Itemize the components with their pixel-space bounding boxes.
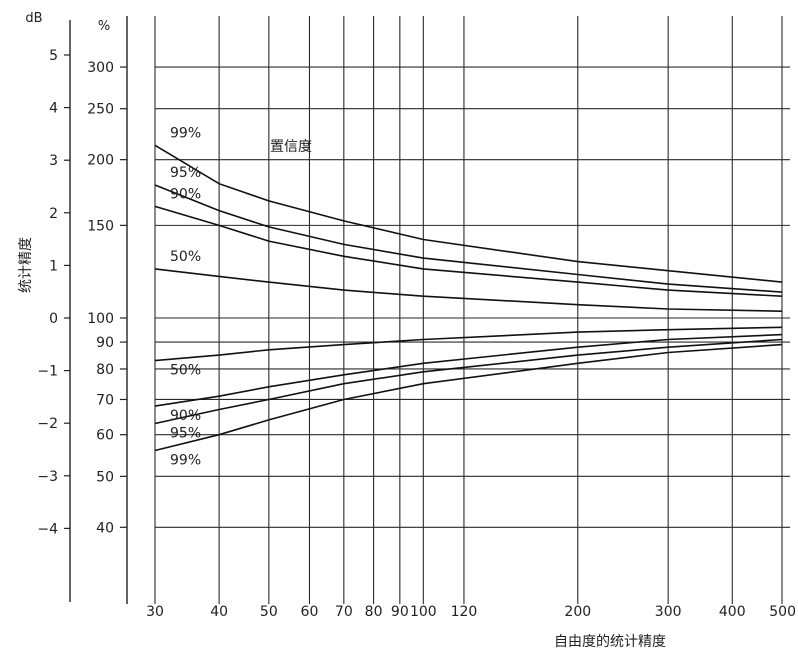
db-tick-label--1: −1 — [37, 364, 58, 380]
series-label-lower-95pct: 95% — [170, 426, 201, 442]
curve-lower-90pct — [154, 333, 783, 407]
curve-upper-90pct — [154, 205, 783, 297]
axes — [64, 16, 128, 604]
x-axis-label: 自由度的统计精度 — [554, 634, 666, 650]
x-tick-label-300: 300 — [655, 604, 682, 620]
curve-upper-95pct — [154, 184, 783, 293]
horizontal-gridlines — [155, 66, 790, 528]
series-label-lower-90pct: 90% — [170, 408, 201, 424]
vertical-gridlines — [154, 16, 783, 604]
percent-tick-label-60: 60 — [96, 428, 114, 444]
x-tick-label-90: 90 — [391, 604, 409, 620]
x-tick-label-200: 200 — [564, 604, 591, 620]
curve-upper-50pct — [154, 268, 783, 312]
x-tick-label-50: 50 — [260, 604, 278, 620]
x-tick-label-400: 400 — [719, 604, 746, 620]
db-tick-label--3: −3 — [37, 469, 58, 485]
percent-tick-label-80: 80 — [96, 362, 114, 378]
curve-lower-99pct — [154, 343, 783, 452]
percent-tick-label-200: 200 — [87, 153, 114, 169]
db-tick-label-1: 1 — [49, 258, 58, 274]
series-label-upper-50pct: 50% — [170, 249, 201, 265]
series-labels: 99% 95% 90% 50% 50% 90% 95% 99% — [170, 125, 201, 468]
confidence-curves — [154, 144, 783, 452]
confidence-annotation: 置信度 — [270, 139, 312, 155]
percent-tick-label-40: 40 — [96, 520, 114, 536]
curve-lower-50pct — [154, 326, 783, 362]
curve-upper-99pct — [154, 144, 783, 283]
curve-lower-95pct — [154, 338, 783, 425]
x-tick-label-30: 30 — [146, 604, 164, 620]
db-tick-label--2: −2 — [37, 416, 58, 432]
db-unit-label: dB — [25, 11, 42, 26]
x-tick-label-70: 70 — [335, 604, 353, 620]
x-tick-label-80: 80 — [365, 604, 383, 620]
percent-tick-label-100: 100 — [87, 311, 114, 327]
percent-tick-label-50: 50 — [96, 469, 114, 485]
x-tick-label-60: 60 — [301, 604, 319, 620]
series-label-upper-95pct: 95% — [170, 165, 201, 181]
db-tick-label--4: −4 — [37, 521, 58, 537]
percent-tick-label-150: 150 — [87, 218, 114, 234]
series-label-upper-99pct: 99% — [170, 125, 201, 141]
series-label-lower-50pct: 50% — [170, 363, 201, 379]
x-tick-label-500: 500 — [769, 604, 796, 620]
percent-tick-label-90: 90 — [96, 335, 114, 351]
series-label-lower-99pct: 99% — [170, 452, 201, 468]
percent-tick-label-70: 70 — [96, 392, 114, 408]
x-tick-label-120: 120 — [451, 604, 478, 620]
x-tick-label-100: 100 — [410, 604, 437, 620]
series-label-upper-90pct: 90% — [170, 186, 201, 202]
db-tick-label-2: 2 — [49, 206, 58, 222]
x-tick-label-40: 40 — [210, 604, 228, 620]
y-axis-label: 统计精度 — [18, 237, 34, 293]
percent-tick-label-300: 300 — [87, 60, 114, 76]
percent-unit-label: % — [98, 19, 110, 34]
db-tick-label-0: 0 — [49, 311, 58, 327]
db-tick-label-3: 3 — [49, 153, 58, 169]
percent-tick-label-250: 250 — [87, 102, 114, 118]
db-tick-label-5: 5 — [49, 48, 58, 64]
db-tick-label-4: 4 — [49, 101, 58, 117]
